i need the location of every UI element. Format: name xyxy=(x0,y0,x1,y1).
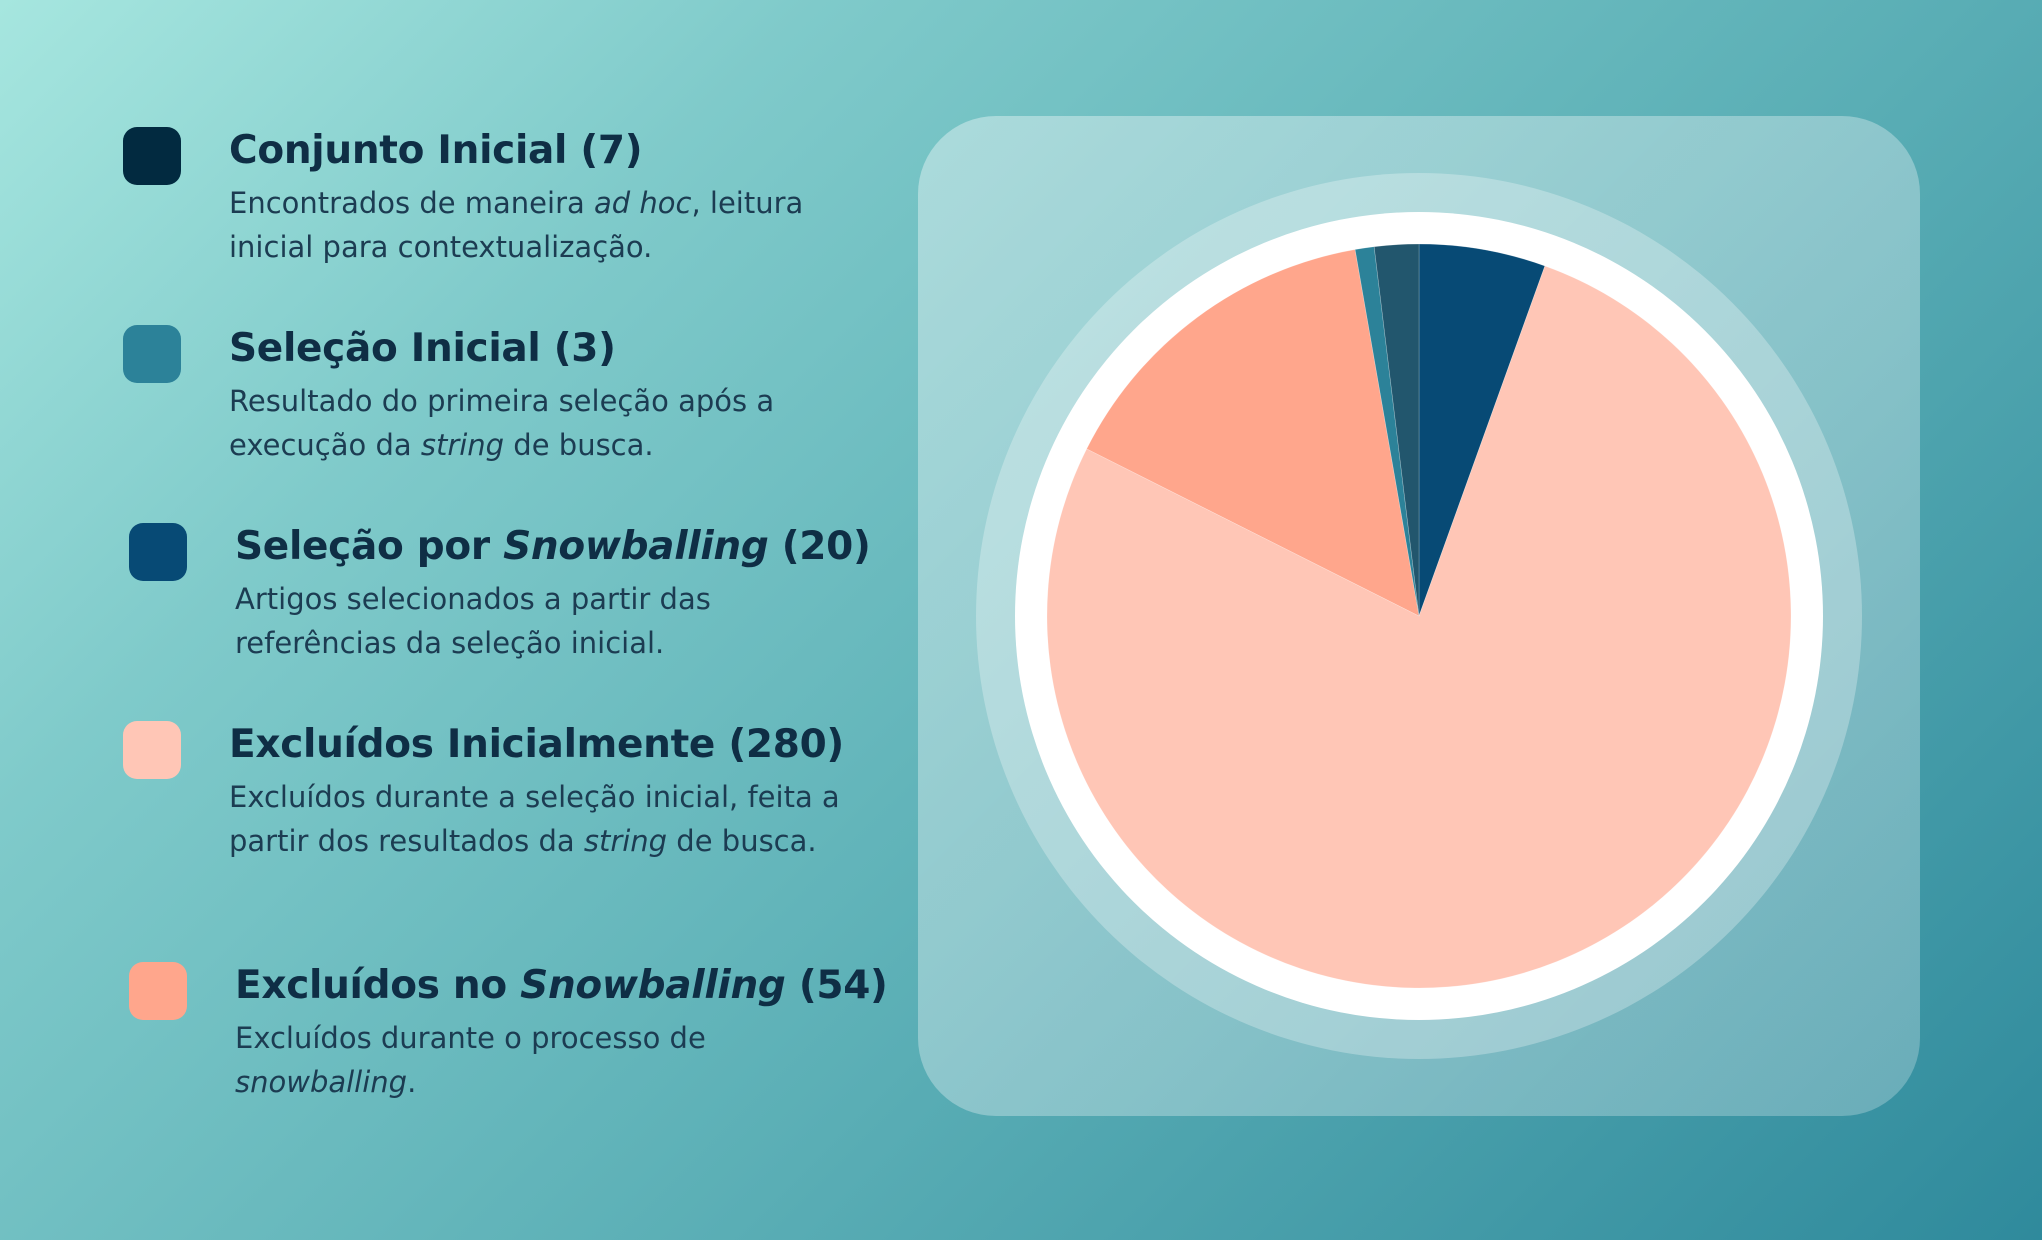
legend-title: Excluídos Inicialmente (280) xyxy=(229,722,844,767)
pie-slice-3 xyxy=(1354,246,1420,617)
legend-description: Excluídos durante a seleção inicial, fei… xyxy=(229,780,840,858)
legend-title: Excluídos no Snowballing (54) xyxy=(235,963,888,1008)
legend: Conjunto Inicial (7) Encontrados de mane… xyxy=(0,0,900,1240)
legend-description: Resultado do primeira seleção após a exe… xyxy=(229,384,775,462)
legend-title: Seleção Inicial (3) xyxy=(229,326,616,371)
legend-swatch xyxy=(123,721,181,779)
legend-swatch xyxy=(123,325,181,383)
pie-slice-0 xyxy=(1418,243,1546,617)
pie-slice-1 xyxy=(1046,265,1792,989)
legend-description: Excluídos durante o processo de snowball… xyxy=(235,1021,706,1099)
pie-slice-2 xyxy=(1086,249,1420,617)
legend-description: Artigos selecionados a partir das referê… xyxy=(235,582,711,660)
pie-slice-4 xyxy=(1373,243,1420,617)
legend-title: Seleção por Snowballing (20) xyxy=(235,524,871,569)
legend-swatch xyxy=(123,127,181,185)
pie-slices xyxy=(1046,243,1792,989)
legend-swatch xyxy=(129,523,187,581)
legend-description: Encontrados de maneira ad hoc, leitura i… xyxy=(229,186,804,264)
legend-title: Conjunto Inicial (7) xyxy=(229,128,643,173)
legend-swatch xyxy=(129,962,187,1020)
